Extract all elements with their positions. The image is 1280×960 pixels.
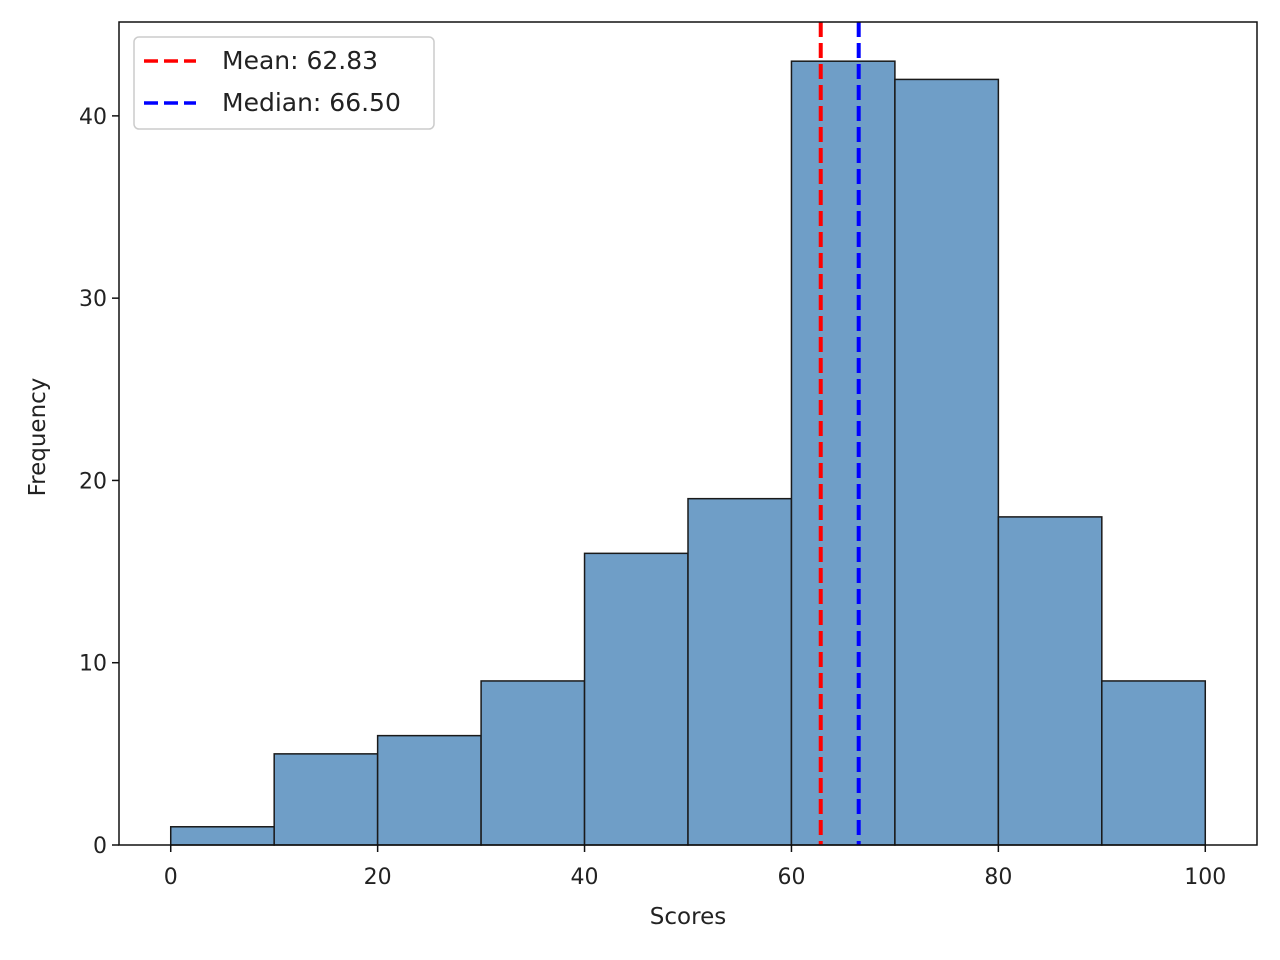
- x-tick-label: 20: [364, 865, 392, 890]
- histogram-bar: [376, 734, 482, 846]
- histogram-bar: [997, 516, 1103, 846]
- histogram-bar: [480, 680, 586, 846]
- y-tick-label: 0: [93, 834, 107, 859]
- histogram-bar: [790, 60, 896, 846]
- plot-frame: [118, 21, 1258, 846]
- x-tick-label: 0: [164, 865, 178, 890]
- x-axis-ticks: 0 20 40 60 80 100: [164, 845, 1226, 890]
- x-axis-label: Scores: [650, 904, 726, 930]
- reference-lines: [818, 22, 861, 845]
- bars: [169, 60, 1207, 846]
- x-tick-label: 40: [571, 865, 599, 890]
- y-axis-label: Frequency: [25, 378, 51, 497]
- histogram-bar: [1101, 680, 1207, 846]
- legend: Mean: 62.83 Median: 66.50: [133, 36, 435, 130]
- x-tick-label: 60: [777, 865, 805, 890]
- y-tick-label: 30: [79, 287, 107, 312]
- y-tick-label: 40: [79, 105, 107, 130]
- legend-median-label: Median: 66.50: [222, 88, 401, 117]
- y-axis-ticks: 0 10 20 30 40: [79, 105, 119, 859]
- x-tick-label: 80: [984, 865, 1012, 890]
- histogram-bar: [583, 552, 689, 846]
- legend-box: [133, 36, 435, 130]
- histogram-bar: [169, 826, 275, 846]
- histogram-bar: [894, 78, 1000, 846]
- histogram-bar: [273, 753, 379, 846]
- y-tick-label: 10: [79, 652, 107, 677]
- x-tick-label: 100: [1184, 865, 1226, 890]
- legend-mean-label: Mean: 62.83: [222, 46, 378, 75]
- y-tick-label: 20: [79, 469, 107, 494]
- histogram-bar: [687, 497, 793, 846]
